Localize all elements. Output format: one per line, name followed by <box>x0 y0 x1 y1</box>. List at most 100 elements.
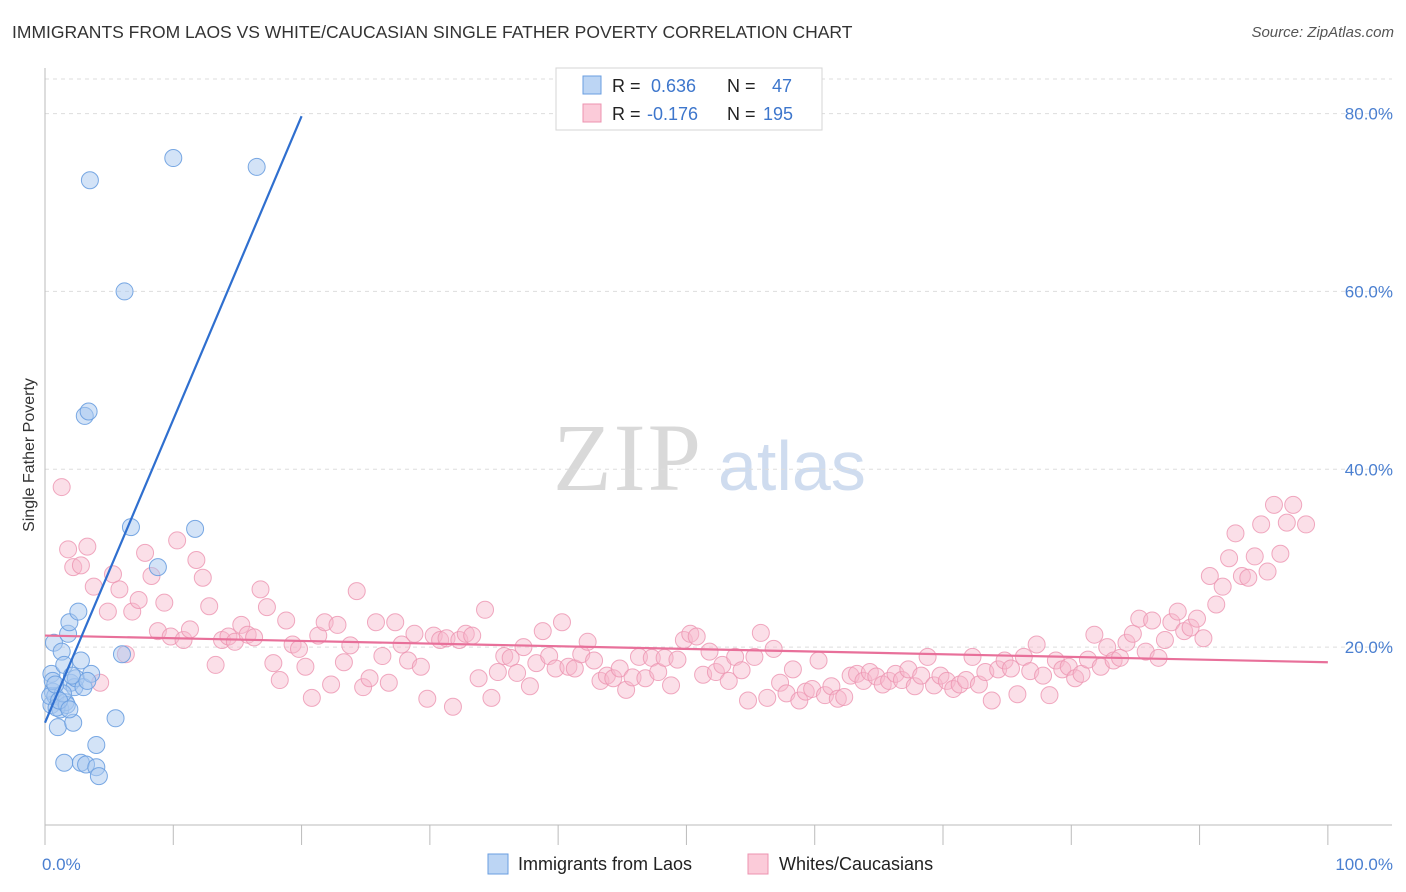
data-point-whites <box>1245 547 1264 566</box>
data-point-laos <box>48 718 67 737</box>
data-point-whites <box>783 660 802 679</box>
data-point-whites <box>912 666 931 685</box>
data-point-whites <box>328 615 347 634</box>
legend-swatch-blue <box>582 75 602 95</box>
data-point-whites <box>187 550 206 569</box>
y-tick-label: 20.0% <box>1345 638 1393 657</box>
data-point-whites <box>1155 631 1174 650</box>
data-point-whites <box>136 543 155 562</box>
data-point-whites <box>1258 562 1277 581</box>
data-point-whites <box>1181 618 1200 637</box>
legend-r-label-pink: R = <box>612 104 641 124</box>
data-point-laos <box>79 402 98 421</box>
series-legend: Immigrants from Laos Whites/Caucasians <box>487 853 933 875</box>
data-point-whites <box>386 613 405 632</box>
data-point-whites <box>469 669 488 688</box>
series-label-whites: Whites/Caucasians <box>779 854 933 874</box>
y-tick-labels: 20.0% 40.0% 60.0% 80.0% <box>1345 105 1393 658</box>
data-point-whites <box>1040 686 1059 705</box>
data-point-whites <box>296 657 315 676</box>
data-point-laos <box>80 171 99 190</box>
data-point-whites <box>1001 659 1020 678</box>
correlation-legend: R = 0.636 N = 47 R = -0.176 N = 195 <box>555 67 823 131</box>
data-point-whites <box>745 647 764 666</box>
data-point-whites <box>168 531 187 550</box>
data-point-whites <box>257 598 276 617</box>
data-point-whites <box>206 655 225 674</box>
data-point-whites <box>1207 595 1226 614</box>
data-point-whites <box>392 635 411 654</box>
data-point-whites <box>482 688 501 707</box>
data-point-whites <box>123 602 142 621</box>
data-point-whites <box>59 540 78 559</box>
watermark: ZIP atlas <box>553 404 866 511</box>
data-point-whites <box>989 660 1008 679</box>
data-point-whites <box>559 657 578 676</box>
data-point-whites <box>495 647 514 666</box>
data-point-whites <box>1271 544 1290 563</box>
data-point-whites <box>456 624 475 643</box>
x-tick-label: 100.0% <box>1335 855 1393 874</box>
data-point-whites <box>508 663 527 682</box>
data-point-whites <box>1252 515 1271 534</box>
x-tick-label: 0.0% <box>42 855 81 874</box>
data-point-whites <box>71 556 90 575</box>
data-point-laos <box>148 558 167 577</box>
data-point-whites <box>379 673 398 692</box>
legend-r-value-pink: -0.176 <box>647 104 698 124</box>
data-point-whites <box>373 647 392 666</box>
legend-r-value-blue: 0.636 <box>651 76 696 96</box>
data-point-whites <box>1034 666 1053 685</box>
data-point-whites <box>1239 568 1258 587</box>
data-point-whites <box>366 613 385 632</box>
legend-n-label-blue: N = <box>727 76 756 96</box>
data-point-whites <box>1232 567 1251 585</box>
data-point-whites <box>1264 495 1283 514</box>
data-point-whites <box>174 631 193 650</box>
data-point-whites <box>790 691 809 710</box>
series-swatch-whites <box>747 853 769 875</box>
data-point-whites <box>623 668 642 687</box>
data-point-laos <box>247 157 266 176</box>
data-point-whites <box>334 653 353 672</box>
data-point-whites <box>277 611 296 630</box>
data-point-laos <box>112 645 131 664</box>
legend-n-value-blue: 47 <box>772 76 792 96</box>
data-point-laos <box>78 671 97 690</box>
data-point-whites <box>64 558 83 577</box>
data-point-laos <box>186 519 205 538</box>
data-point-whites <box>585 651 604 670</box>
data-point-whites <box>982 691 1001 710</box>
data-point-laos <box>164 149 183 168</box>
data-point-laos <box>115 282 134 301</box>
data-point-whites <box>732 661 751 680</box>
trend-line-laos <box>43 115 303 724</box>
data-point-whites <box>533 622 552 641</box>
data-point-whites <box>713 655 732 674</box>
data-point-laos <box>60 700 79 719</box>
data-point-whites <box>1117 633 1136 652</box>
y-tick-label: 40.0% <box>1345 460 1393 479</box>
watermark-atlas: atlas <box>718 427 866 505</box>
data-point-whites <box>322 675 341 694</box>
data-point-whites <box>52 478 71 497</box>
data-point-whites <box>963 647 982 666</box>
data-point-whites <box>1123 624 1142 643</box>
data-point-whites <box>302 688 321 707</box>
data-point-whites <box>1213 577 1232 596</box>
data-point-whites <box>828 689 847 708</box>
legend-n-value-pink: 195 <box>763 104 793 124</box>
data-point-laos <box>87 735 106 754</box>
data-point-whites <box>552 613 571 632</box>
data-point-whites <box>232 615 251 634</box>
legend-r-label-blue: R = <box>612 76 641 96</box>
watermark-zip: ZIP <box>553 404 703 511</box>
x-tick-labels: 0.0% 100.0% <box>42 855 1393 874</box>
data-point-whites <box>270 671 289 690</box>
data-point-whites <box>700 642 719 661</box>
legend-n-label-pink: N = <box>727 104 756 124</box>
data-point-whites <box>662 676 681 695</box>
data-point-whites <box>1194 629 1213 648</box>
source-label: Source: ZipAtlas.com <box>1251 24 1394 41</box>
data-point-whites <box>905 677 924 696</box>
